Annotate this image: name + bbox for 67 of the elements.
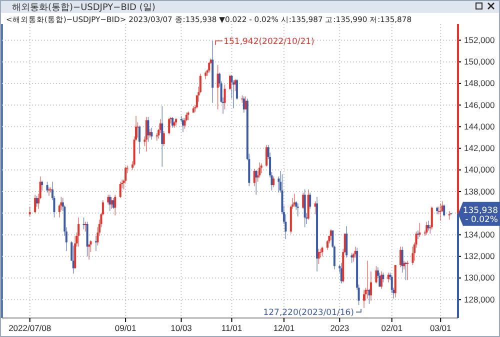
candlestick — [224, 84, 226, 110]
candlestick — [46, 181, 48, 193]
candlestick — [258, 162, 261, 178]
candlestick — [41, 180, 44, 191]
candlestick — [255, 170, 258, 196]
annotation: 127,220(2023/01/16) — [263, 308, 354, 318]
candlestick — [368, 288, 370, 304]
candlestick — [107, 194, 110, 205]
x-tick-label: 09/01 — [114, 323, 136, 334]
y-tick-label: 130,000 — [464, 272, 495, 283]
candlestick — [427, 220, 430, 231]
x-tick-label: 03/01 — [430, 323, 452, 334]
candlestick — [302, 192, 304, 210]
candlestick — [119, 181, 122, 198]
y-tick-label: 134,000 — [464, 229, 495, 240]
candlestick — [309, 192, 312, 210]
candlestick — [236, 78, 238, 100]
candlestick — [400, 246, 402, 268]
y-tick-label: 138,000 — [464, 186, 495, 196]
candlestick — [162, 130, 165, 146]
candlestick — [161, 106, 164, 168]
candlestick — [88, 244, 90, 260]
candlestick — [382, 272, 384, 283]
annotation: 151,942(2022/10/21) — [224, 36, 314, 47]
candlestick — [318, 248, 320, 264]
candlestick — [326, 240, 328, 250]
candlestick — [78, 217, 80, 248]
candlestick — [34, 194, 36, 214]
candlestick — [86, 221, 88, 257]
chart-title: 해외통화(통합)−USDJPY−BID (일) — [12, 3, 156, 13]
y-tick-label: 132,000 — [464, 251, 495, 262]
x-tick-label: 11/01 — [221, 323, 242, 334]
candlestick — [426, 221, 428, 236]
x-tick-label: 2022/07/08 — [8, 323, 52, 334]
candlestick — [375, 266, 378, 284]
candlestick — [416, 230, 419, 240]
y-tick-label: 128,000 — [464, 294, 495, 304]
y-tick-label: 146,000 — [464, 100, 495, 110]
candlestick — [321, 246, 324, 257]
candlestick — [28, 206, 31, 217]
x-tick-label: 02/01 — [381, 323, 403, 334]
y-tick-label: 152,000 — [464, 34, 495, 45]
x-tick-label: 10/03 — [170, 323, 192, 334]
y-tick-label: 140,000 — [464, 164, 495, 175]
y-tick-label: 144,000 — [464, 121, 495, 132]
text: 135,938 — [462, 206, 498, 216]
candlestick — [443, 204, 446, 217]
candlestick — [234, 78, 236, 92]
candlestick — [370, 271, 372, 302]
text: - 0.02% — [465, 214, 498, 225]
x-tick-label: 2023 — [330, 323, 350, 334]
y-tick-label: 150,000 — [464, 56, 495, 67]
candlestick — [412, 246, 414, 266]
candlestick — [304, 189, 306, 228]
candlestick — [110, 196, 113, 210]
candlestick — [114, 194, 116, 216]
candlestick — [272, 176, 275, 188]
candlestick — [296, 203, 299, 217]
candlestick — [208, 61, 210, 73]
y-tick-label: 148,000 — [464, 78, 495, 88]
candlestick — [260, 163, 262, 174]
candlestick — [363, 290, 366, 308]
y-tick-label: 142,000 — [464, 143, 495, 154]
candlestick — [244, 96, 247, 110]
candlestick — [401, 246, 404, 273]
x-tick-label: 12/01 — [273, 323, 295, 334]
candlestick — [430, 206, 433, 230]
